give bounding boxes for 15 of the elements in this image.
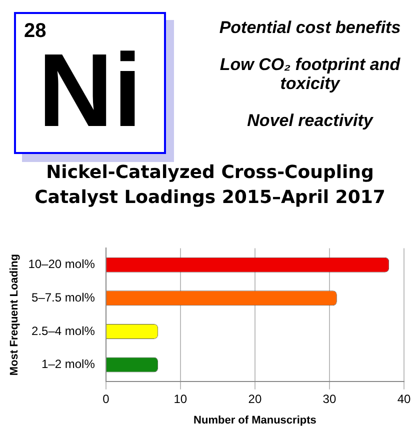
y-tick-label: 1–2 mol% — [42, 357, 96, 372]
x-axis-title: Number of Manuscripts — [194, 414, 316, 426]
x-tick-label: 10 — [174, 392, 188, 406]
chart-title: Nickel-Catalyzed Cross-Coupling Catalyst Loadings 2015–April 2017 — [34, 161, 386, 210]
x-tick-label: 20 — [248, 392, 262, 406]
text: Novel reactivity — [246, 111, 374, 130]
x-tick-label: 0 — [102, 392, 110, 406]
x-tick-label: 40 — [397, 392, 411, 406]
y-tick-label: 5–7.5 mol% — [32, 290, 96, 304]
text: Low CO₂ footprint and toxicity — [218, 55, 402, 93]
y-axis-title: Most Frequent Loading — [8, 254, 21, 376]
y-tick-label: 2.5–4 mol% — [32, 324, 96, 338]
text: Potential cost benefits — [218, 18, 402, 37]
x-tick-label: 30 — [322, 392, 336, 406]
y-tick-label: 10–20 mol% — [28, 257, 96, 272]
